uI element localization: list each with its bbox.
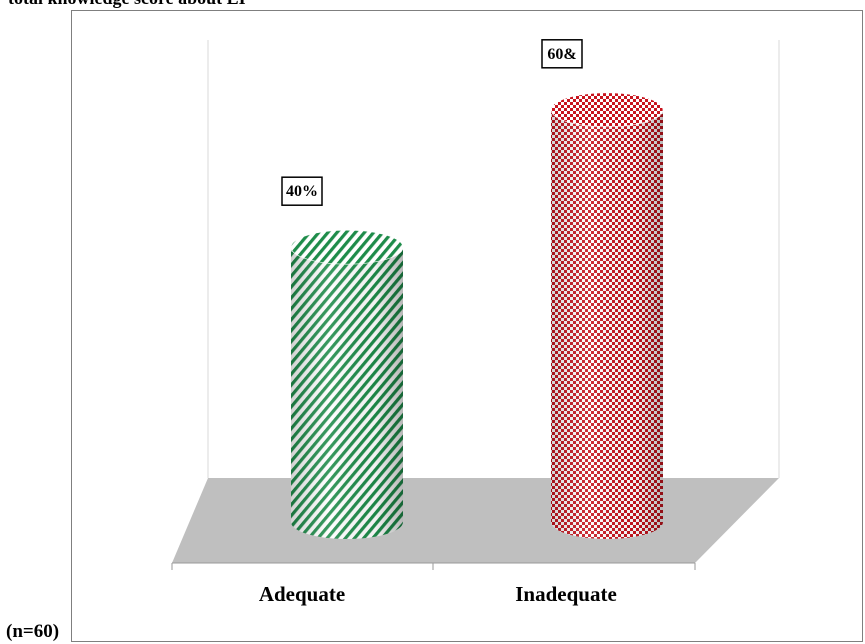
bars-group: 40% 60& bbox=[281, 39, 664, 540]
data-label: 40% bbox=[281, 176, 323, 206]
bar-adequate bbox=[290, 229, 404, 539]
category-labels: Adequate Inadequate bbox=[259, 582, 617, 606]
cylinder-top bbox=[550, 92, 664, 128]
data-label: 60& bbox=[541, 39, 583, 69]
back-wall bbox=[207, 40, 780, 478]
figure-title: total knowledge score about EI bbox=[8, 0, 246, 9]
chart-floor bbox=[172, 478, 779, 563]
category-label: Adequate bbox=[259, 582, 345, 606]
cylinder-shading bbox=[551, 109, 663, 540]
sample-size-label: (n=60) bbox=[6, 621, 60, 642]
svg-text:40%: 40% bbox=[286, 183, 318, 200]
category-label: Inadequate bbox=[515, 582, 617, 606]
bar-inadequate bbox=[550, 92, 664, 540]
svg-text:60&: 60& bbox=[547, 46, 576, 63]
cylinder-shading bbox=[291, 247, 403, 539]
x-axis bbox=[171, 562, 696, 570]
cylinder-top bbox=[290, 229, 404, 265]
